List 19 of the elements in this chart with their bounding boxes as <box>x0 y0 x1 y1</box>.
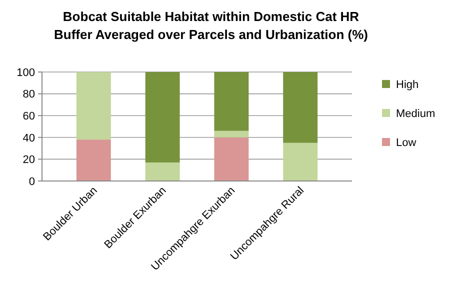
y-tick-label: 60 <box>22 110 35 122</box>
legend-label: Medium <box>396 108 436 120</box>
bar <box>145 162 180 181</box>
bar <box>214 137 249 181</box>
bar <box>76 72 111 140</box>
y-tick-label: 80 <box>22 88 35 101</box>
bar <box>214 72 249 131</box>
y-tick-label: 20 <box>22 154 35 166</box>
bar <box>214 130 249 138</box>
y-tick-label: 0 <box>28 176 35 188</box>
bar <box>145 72 180 162</box>
bar <box>76 140 111 181</box>
chart-title: Bobcat Suitable Habitat within Domestic Cat HR Buffer Averaged over Parcels and Urbanization (%) <box>54 9 368 42</box>
bar <box>283 72 318 143</box>
y-tick-label: 100 <box>16 66 35 79</box>
legend-label: Low <box>396 136 416 149</box>
bar <box>283 142 318 181</box>
y-tick-label: 40 <box>22 132 35 144</box>
legend-label: High <box>396 78 419 91</box>
